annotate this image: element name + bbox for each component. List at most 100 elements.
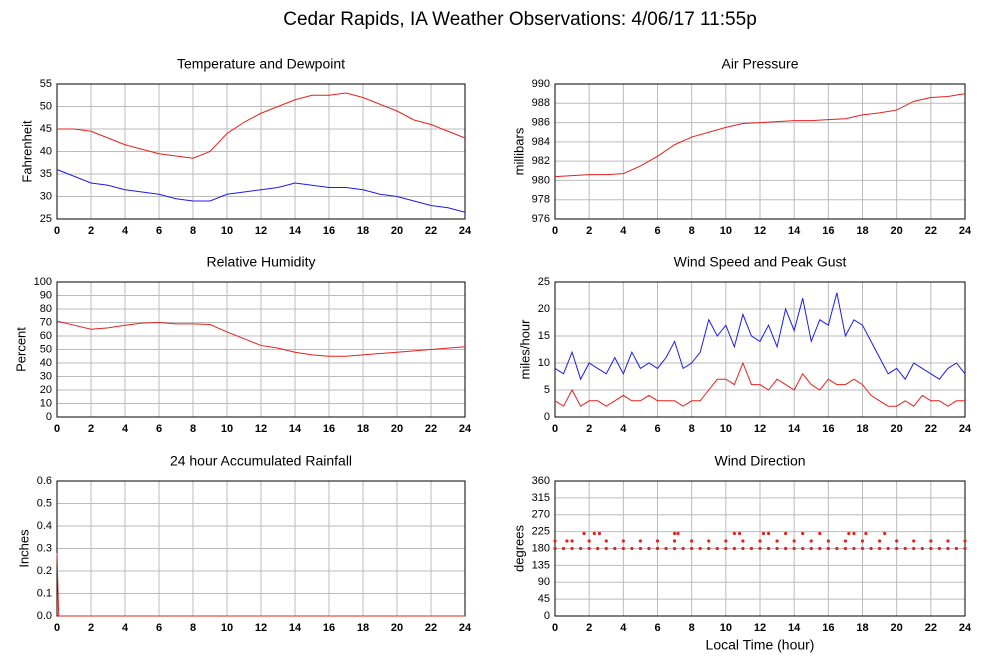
- data-point: [570, 546, 574, 551]
- x-tick-label: 10: [720, 423, 732, 435]
- data-point: [912, 539, 916, 543]
- data-point: [775, 539, 779, 543]
- data-point: [801, 546, 805, 551]
- y-tick-label: 270: [532, 509, 550, 521]
- y-tick-label: 10: [538, 357, 550, 369]
- x-tick-label: 2: [88, 622, 94, 634]
- x-tick-label: 0: [54, 622, 60, 634]
- data-point: [630, 546, 634, 551]
- data-point: [860, 546, 865, 551]
- data-point: [672, 539, 677, 543]
- x-tick-label: 12: [754, 622, 766, 634]
- plot-frame: [554, 83, 966, 220]
- y-tick-label: 90: [40, 289, 52, 301]
- x-tick-label: 10: [720, 622, 732, 634]
- y-tick-label: 978: [532, 194, 550, 206]
- x-tick-label: 14: [289, 423, 302, 435]
- x-tick-label: 20: [891, 423, 903, 435]
- x-tick-label: 4: [122, 225, 129, 237]
- y-tick-label: 30: [40, 190, 52, 202]
- x-axis-label: Local Time (hour): [706, 637, 815, 653]
- data-point: [877, 539, 882, 543]
- x-tick-label: 8: [190, 622, 196, 634]
- chart-title: 24 hour Accumulated Rainfall: [170, 453, 352, 469]
- data-point: [655, 546, 660, 551]
- data-point: [613, 546, 617, 551]
- data-line: [554, 292, 966, 381]
- data-point: [741, 539, 745, 543]
- x-tick-label: 14: [788, 622, 801, 634]
- data-point: [792, 539, 796, 543]
- y-tick-label: 986: [532, 116, 550, 128]
- y-axis-label: Fahrenheit: [19, 120, 34, 183]
- data-point: [784, 546, 788, 551]
- x-tick-label: 20: [391, 622, 403, 634]
- x-tick-label: 22: [925, 423, 937, 435]
- x-tick-label: 16: [323, 622, 335, 634]
- x-tick-label: 4: [620, 225, 627, 237]
- y-tick-label: 0.6: [37, 475, 52, 487]
- data-point: [621, 546, 625, 551]
- x-tick-label: 12: [255, 423, 267, 435]
- x-tick-label: 16: [822, 423, 834, 435]
- y-tick-label: 0.0: [37, 610, 52, 622]
- x-tick-label: 12: [255, 225, 267, 237]
- data-point: [835, 546, 839, 551]
- y-tick-label: 55: [40, 78, 52, 90]
- y-tick-label: 980: [532, 174, 550, 186]
- y-tick-label: 90: [538, 576, 550, 588]
- data-point: [847, 531, 851, 536]
- x-tick-label: 24: [959, 622, 972, 634]
- data-point: [749, 546, 754, 551]
- y-tick-label: 225: [532, 526, 550, 538]
- data-line: [56, 552, 465, 617]
- data-point: [587, 539, 591, 543]
- x-tick-label: 24: [959, 423, 972, 435]
- data-point: [946, 539, 950, 543]
- data-point: [761, 531, 766, 536]
- data-point: [826, 539, 830, 543]
- y-tick-label: 10: [40, 397, 52, 409]
- x-tick-label: 16: [323, 225, 335, 237]
- data-line: [57, 92, 466, 159]
- data-point: [715, 546, 719, 551]
- data-point: [883, 531, 887, 536]
- data-point: [676, 531, 680, 536]
- x-tick-label: 6: [156, 423, 162, 435]
- x-tick-label: 20: [391, 225, 403, 237]
- x-tick-label: 16: [822, 225, 834, 237]
- data-point: [809, 539, 813, 543]
- x-tick-label: 8: [689, 423, 695, 435]
- y-tick-label: 60: [40, 330, 52, 342]
- x-tick-label: 6: [156, 622, 162, 634]
- y-tick-label: 100: [34, 276, 52, 288]
- y-tick-label: 315: [532, 492, 550, 504]
- x-tick-label: 0: [54, 423, 60, 435]
- x-tick-label: 6: [654, 423, 660, 435]
- data-point: [843, 539, 848, 543]
- x-tick-label: 0: [552, 622, 558, 634]
- y-tick-label: 45: [538, 593, 550, 605]
- data-point: [672, 531, 677, 536]
- y-tick-label: 40: [40, 145, 52, 157]
- data-line: [56, 320, 466, 357]
- data-point: [954, 546, 959, 551]
- data-point: [707, 539, 711, 543]
- x-tick-label: 10: [221, 225, 233, 237]
- x-tick-label: 0: [54, 225, 60, 237]
- x-tick-label: 8: [689, 225, 695, 237]
- x-tick-label: 22: [425, 225, 437, 237]
- x-tick-label: 20: [891, 225, 903, 237]
- data-point: [792, 546, 796, 551]
- data-point: [937, 546, 941, 551]
- x-tick-label: 12: [255, 622, 267, 634]
- chart-panel: 24 hour Accumulated Rainfall Inches 0.0 0.1…: [16, 453, 472, 634]
- data-line: [56, 169, 466, 213]
- x-tick-label: 2: [88, 423, 94, 435]
- x-tick-label: 8: [190, 225, 196, 237]
- x-tick-label: 2: [586, 622, 592, 634]
- data-point: [655, 539, 660, 543]
- data-point: [638, 539, 643, 543]
- data-point: [724, 546, 728, 551]
- y-tick-label: 180: [532, 542, 550, 554]
